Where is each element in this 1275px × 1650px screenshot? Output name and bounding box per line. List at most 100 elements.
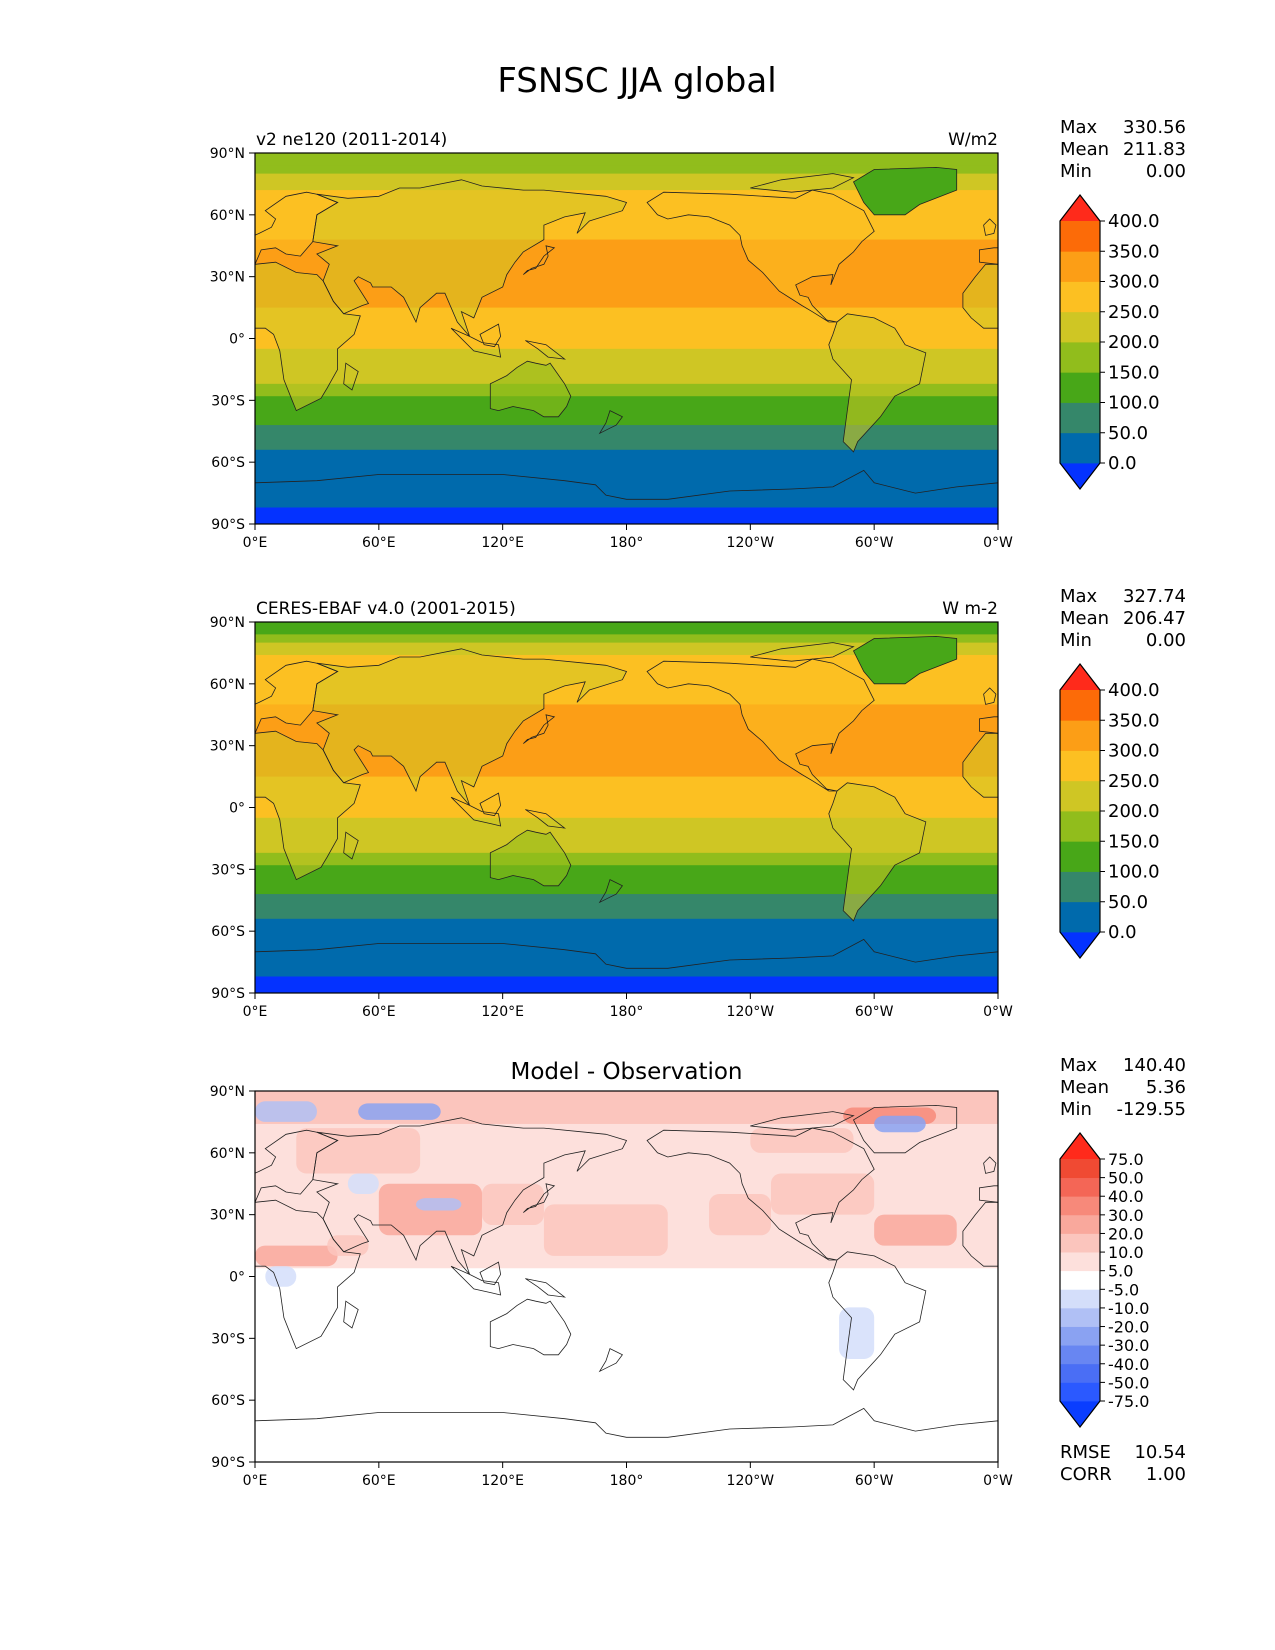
- anomaly-patch: [874, 1214, 957, 1246]
- lon-tick-label: 120°E: [481, 535, 524, 551]
- coastline-iberia: [979, 247, 998, 265]
- land-field: [255, 262, 361, 411]
- anomaly-patch: [750, 1128, 854, 1153]
- panel-title: Model - Observation: [510, 1059, 742, 1085]
- colorbar-segment: [1060, 1270, 1100, 1290]
- stat-value: 140.40: [1123, 1055, 1186, 1076]
- anomaly-patch: [770, 1173, 875, 1215]
- coastline-nz: [598, 1348, 624, 1373]
- coastline-samerica: [828, 1251, 927, 1391]
- coastline-asia: [312, 1117, 628, 1275]
- lat-tick-label: 90°S: [211, 517, 245, 533]
- anomaly-patch: [255, 1101, 317, 1122]
- lon-tick-label: 60°W: [855, 1004, 894, 1020]
- anomaly-patch: [347, 1173, 379, 1195]
- field-band: [255, 449, 998, 509]
- stat-value: 5.36: [1146, 1077, 1186, 1098]
- stat-label: Min: [1060, 1099, 1092, 1120]
- coastline-africa: [255, 730, 361, 881]
- lat-tick-label: 0°: [229, 801, 245, 817]
- field-band: [255, 852, 998, 866]
- coastline-greenland: [852, 635, 958, 685]
- stat-value: 206.47: [1123, 608, 1186, 629]
- colorbar-label: -40.0: [1108, 1355, 1149, 1374]
- lat-tick-label: 90°N: [210, 615, 245, 631]
- bottom-stat-value: 10.54: [1134, 1442, 1186, 1463]
- panel-right-label: W m-2: [942, 599, 998, 619]
- colorbar-segment: [1060, 1214, 1100, 1234]
- lon-tick-label: 120°W: [727, 1473, 775, 1489]
- coastline-antarctica: [255, 938, 998, 993]
- coastline-borneo: [479, 323, 502, 348]
- lat-tick-label: 30°S: [211, 1331, 245, 1347]
- anomaly-patch: [839, 1307, 875, 1359]
- lon-tick-label: 60°E: [362, 1473, 396, 1489]
- colorbar-segment: [1060, 402, 1100, 434]
- land-field: [312, 648, 627, 806]
- field-band: [255, 834, 998, 854]
- land-field: [255, 731, 361, 880]
- figure-title: FSNSC JJA global: [497, 61, 776, 101]
- anomaly-patch: [874, 1115, 926, 1133]
- stat-label: Min: [1060, 161, 1092, 182]
- colorbar-segment: [1060, 720, 1100, 751]
- coastline-indonesia: [450, 796, 502, 827]
- stat-label: Min: [1060, 630, 1092, 651]
- coastline-westafrica: [962, 732, 998, 798]
- coastline-europe: [255, 191, 339, 265]
- map-field: [255, 622, 998, 993]
- lon-tick-label: 180°: [610, 1004, 644, 1020]
- land-field: [962, 264, 998, 329]
- coastline-canarctic: [750, 1111, 855, 1131]
- lat-tick-label: 90°S: [211, 986, 245, 1002]
- coastline-greenland: [852, 166, 958, 216]
- colorbar-label: -75.0: [1108, 1392, 1149, 1411]
- coastline-antarctica: [255, 469, 998, 524]
- bottom-stat-label: RMSE: [1060, 1442, 1111, 1463]
- map-field: [255, 1091, 998, 1462]
- stat-value: 327.74: [1123, 586, 1186, 607]
- colorbar-segment: [1060, 1382, 1100, 1402]
- colorbar-segment: [1060, 251, 1100, 282]
- colorbar-segment: [1060, 841, 1100, 872]
- colorbar-label: 75.0: [1108, 1150, 1144, 1169]
- coastline-asia: [312, 648, 628, 806]
- coastline-australia: [489, 1298, 572, 1356]
- field-band: [255, 365, 998, 385]
- coastline-europe: [255, 660, 339, 734]
- colorbar-extend-max: [1060, 195, 1100, 221]
- colorbar-label: 350.0: [1108, 710, 1160, 731]
- coastline-uk: [983, 1156, 997, 1174]
- colorbar-label: 150.0: [1108, 831, 1160, 852]
- colorbar-label: 0.0: [1108, 453, 1137, 474]
- map-panel-3: Model - Observation 90°N 60°N 30°N 0° 30°S 60°…: [210, 1055, 1186, 1489]
- coastline-japan: [523, 245, 556, 275]
- stat-label: Mean: [1060, 1077, 1109, 1098]
- colorbar-segment: [1060, 1363, 1100, 1383]
- colorbar-label: 0.0: [1108, 922, 1137, 943]
- field-band: [255, 425, 998, 451]
- coastline-newguinea: [525, 1278, 567, 1298]
- panel-left-label: CERES-EBAF v4.0 (2001-2015): [256, 599, 516, 619]
- coastlines: [255, 635, 998, 993]
- field-band: [255, 642, 998, 656]
- coastline-europe: [255, 1129, 339, 1203]
- coastline-africa: [255, 261, 361, 412]
- land-field: [962, 733, 998, 798]
- lon-tick-label: 0°E: [243, 1473, 268, 1489]
- land-field: [255, 192, 338, 265]
- colorbar-segment: [1060, 372, 1100, 403]
- lat-tick-label: 60°N: [210, 677, 245, 693]
- coastline-westafrica: [962, 263, 998, 329]
- lon-tick-label: 60°W: [855, 1473, 894, 1489]
- field-band: [255, 976, 998, 993]
- land-field: [979, 247, 998, 265]
- land-field: [647, 659, 875, 791]
- colorbar-segment: [1060, 221, 1100, 252]
- coastline-namerica: [646, 658, 875, 792]
- colorbar-segment: [1060, 281, 1100, 313]
- coastline-antarctica: [255, 1407, 998, 1462]
- stat-value: 211.83: [1123, 139, 1186, 160]
- colorbar-label: 10.0: [1108, 1243, 1144, 1262]
